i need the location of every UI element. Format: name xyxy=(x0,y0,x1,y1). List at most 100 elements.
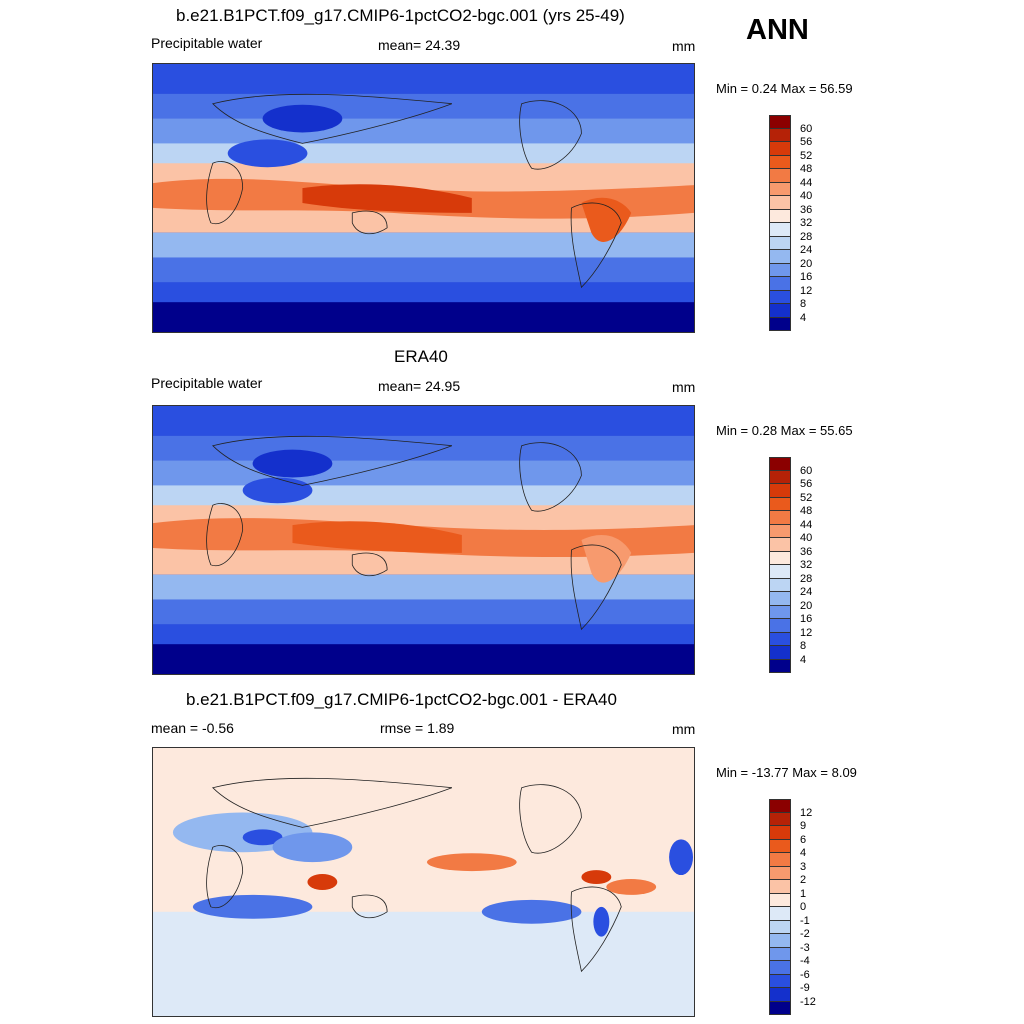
panel-2-colorbar-tick: 44 xyxy=(800,518,813,531)
panel-2-minmax-label: Min = 0.28 Max = 55.65 xyxy=(716,423,853,438)
panel-3-colorbar-box xyxy=(769,880,791,894)
panel-1-colorbar-tick: 16 xyxy=(800,271,813,283)
panel-2-colorbar-tick: 36 xyxy=(800,545,813,558)
panel-2-colorbar-box xyxy=(769,592,791,606)
panel-2-contour-field xyxy=(153,406,694,674)
panel-2-colorbar-tick: 28 xyxy=(800,572,813,585)
panel-3-colorbar-box xyxy=(769,799,791,813)
panel-1-map xyxy=(152,63,695,333)
panel-1-colorbar-tick: 52 xyxy=(800,149,813,162)
panel-3-colorbar-box xyxy=(769,853,791,867)
panel-1-colorbar-box xyxy=(769,169,791,183)
panel-3-colorbar-tick: -9 xyxy=(800,982,810,994)
panel-2-colorbar-box xyxy=(769,659,791,673)
panel-3-contour-field xyxy=(153,748,694,1016)
panel-1-colorbar-tick: 20 xyxy=(800,257,813,270)
panel-2-variable-label: Precipitable water xyxy=(151,375,263,391)
panel-3-colorbar-tick: 3 xyxy=(800,860,807,873)
panel-2-colorbar-box xyxy=(769,565,791,579)
panel-2-colorbar-tick: 32 xyxy=(800,559,813,571)
panel-2-colorbar-box xyxy=(769,524,791,538)
panel-2-colorbar-tick: 12 xyxy=(800,626,813,639)
panel-1-colorbar-box xyxy=(769,128,791,142)
panel-3-colorbar xyxy=(769,799,791,1015)
panel-1-colorbar-tick: 48 xyxy=(800,163,813,175)
panel-1-colorbar-box xyxy=(769,236,791,250)
panel-2-colorbar-tick: 4 xyxy=(800,653,807,666)
panel-2-colorbar-box xyxy=(769,605,791,619)
panel-3-colorbar-tick: -6 xyxy=(800,968,810,981)
panel-3-colorbar-tick: 12 xyxy=(800,806,813,819)
panel-1-colorbar-box xyxy=(769,250,791,264)
panel-2-colorbar-tick: 40 xyxy=(800,532,813,544)
panel-2-units-label: mm xyxy=(672,379,696,395)
panel-2-colorbar-box xyxy=(769,551,791,565)
panel-2-colorbar xyxy=(769,457,791,673)
season-label: ANN xyxy=(746,14,809,46)
panel-1-colorbar-tick: 8 xyxy=(800,298,807,310)
panel-3-colorbar-box xyxy=(769,866,791,880)
panel-1-colorbar-box xyxy=(769,209,791,223)
panel-2-title: ERA40 xyxy=(394,347,448,366)
panel-3-colorbar-box xyxy=(769,812,791,826)
panel-1-colorbar-box xyxy=(769,290,791,304)
panel-2-colorbar-box xyxy=(769,511,791,525)
panel-1-mean-label: mean= 24.39 xyxy=(378,37,461,53)
panel-3-colorbar-tick: 9 xyxy=(800,820,807,832)
panel-1-colorbar-box xyxy=(769,317,791,331)
panel-2-colorbar-tick: 60 xyxy=(800,464,813,477)
panel-2-colorbar-box xyxy=(769,646,791,660)
panel-3-colorbar-box xyxy=(769,907,791,921)
panel-1-colorbar-box xyxy=(769,304,791,318)
panel-2-colorbar-tick: 52 xyxy=(800,491,813,504)
panel-1-colorbar-tick: 44 xyxy=(800,176,813,189)
panel-2-colorbar-box xyxy=(769,632,791,646)
panel-2-colorbar-box xyxy=(769,538,791,552)
panel-3-colorbar-tick: -12 xyxy=(800,995,816,1008)
panel-3-colorbar-box xyxy=(769,1001,791,1015)
panel-3-colorbar-tick: 2 xyxy=(800,874,807,886)
panel-3-colorbar-tick: -2 xyxy=(800,928,810,940)
panel-3-mean-label: mean = -0.56 xyxy=(151,720,234,736)
panel-2-colorbar-box xyxy=(769,484,791,498)
panel-2-colorbar-box xyxy=(769,578,791,592)
panel-3-colorbar-tick: 6 xyxy=(800,833,807,846)
panel-1-colorbar-box xyxy=(769,223,791,237)
panel-1-colorbar-box xyxy=(769,155,791,169)
panel-1-colorbar-tick: 40 xyxy=(800,190,813,202)
panel-3-colorbar-box xyxy=(769,920,791,934)
panel-2-colorbar-tick: 24 xyxy=(800,586,813,598)
panel-2-colorbar-tick: 8 xyxy=(800,640,807,652)
panel-1-colorbar-tick: 12 xyxy=(800,284,813,297)
panel-1-colorbar-box xyxy=(769,182,791,196)
panel-1-colorbar-box xyxy=(769,142,791,156)
panel-1-colorbar-tick: 56 xyxy=(800,136,813,148)
panel-3-colorbar-tick: 4 xyxy=(800,847,807,859)
panel-2-map xyxy=(152,405,695,675)
panel-1-colorbar-tick: 36 xyxy=(800,203,813,216)
panel-3-colorbar-box xyxy=(769,988,791,1002)
panel-3-colorbar-tick: 0 xyxy=(800,901,807,913)
panel-1-colorbar-tick: 4 xyxy=(800,311,807,324)
panel-3-colorbar-tick: -3 xyxy=(800,941,810,954)
panel-3-colorbar-box xyxy=(769,947,791,961)
panel-3-title: b.e21.B1PCT.f09_g17.CMIP6-1pctCO2-bgc.00… xyxy=(186,690,617,709)
panel-3-colorbar-box xyxy=(769,893,791,907)
panel-3-colorbar-box xyxy=(769,974,791,988)
panel-1-units-label: mm xyxy=(672,38,696,54)
panel-3-colorbar-box xyxy=(769,934,791,948)
panel-1-colorbar-box xyxy=(769,263,791,277)
panel-2-colorbar-tick: 16 xyxy=(800,613,813,625)
panel-3-units-label: mm xyxy=(672,721,696,737)
panel-3-colorbar-tick: -4 xyxy=(800,955,810,967)
panel-1-minmax-label: Min = 0.24 Max = 56.59 xyxy=(716,81,853,96)
panel-3-colorbar-box xyxy=(769,826,791,840)
panel-3-map xyxy=(152,747,695,1017)
panel-1-colorbar-tick: 28 xyxy=(800,230,813,243)
panel-1-colorbar-tick: 60 xyxy=(800,122,813,135)
panel-1-colorbar-box xyxy=(769,115,791,129)
panel-1-colorbar-box xyxy=(769,277,791,291)
panel-2-colorbar-box xyxy=(769,470,791,484)
panel-2-mean-label: mean= 24.95 xyxy=(378,378,461,394)
panel-3-colorbar-box xyxy=(769,961,791,975)
